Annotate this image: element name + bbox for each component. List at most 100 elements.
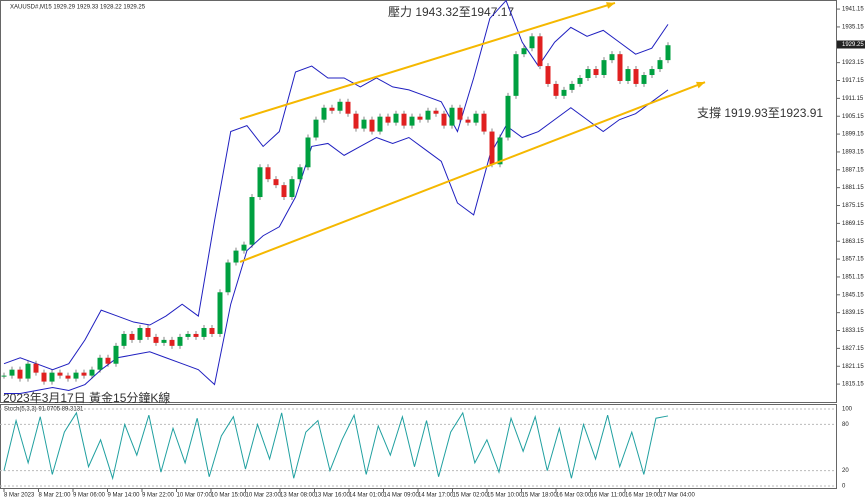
candle [457,107,463,120]
candle [497,137,503,165]
x-tick-label: 9 Mar 14:00 [108,493,141,499]
candle [329,107,335,111]
candle [217,292,223,334]
candle [633,69,639,84]
candle [529,36,535,49]
x-tick-label: 15 Mar 10:00 [487,493,523,499]
candle [489,131,495,165]
x-tick-label: 14 Mar 09:00 [384,493,420,499]
y-tick-label: 1887.15 [842,167,864,173]
candle [361,119,367,129]
y-tick-label: 1833.15 [842,328,864,334]
x-tick-label: 8 Mar 2023 [4,493,35,499]
candle [609,54,615,61]
candle [81,372,87,376]
trend-line [239,2,616,121]
candle [473,113,479,123]
candle [161,339,167,343]
stoch-tick-label: 20 [842,468,849,474]
candle [9,369,15,376]
candle [145,327,151,337]
y-tick-label: 1839.15 [842,310,864,316]
candle [601,60,607,76]
candle [481,113,487,132]
candle [209,327,215,334]
x-tick-label: 16 Mar 11:00 [591,493,627,499]
candle [129,333,135,340]
candle [337,101,343,111]
y-tick-label: 1911.15 [842,96,864,102]
candle [441,113,447,126]
y-tick-label: 1881.15 [842,185,864,191]
candle [273,179,279,186]
candle [569,83,575,90]
candle [649,69,655,76]
candle [593,69,599,76]
candle [297,167,303,180]
candle [113,345,119,364]
date-label: 2023年3月17日 黃金15分鐘K線 [3,390,170,405]
x-tick-label: 16 Mar 19:00 [625,493,661,499]
candle [17,369,23,379]
candle [57,372,63,376]
candle [241,244,247,251]
candle [321,107,327,120]
candle [265,167,271,180]
candle [105,357,111,364]
arrow-head [696,81,705,89]
candle [41,372,47,382]
stoch-tick-label: 80 [842,422,849,428]
candle [201,327,207,337]
candle [449,107,455,126]
x-tick-label: 13 Mar 08:00 [280,493,316,499]
candle [185,333,191,337]
candle [417,116,423,120]
last-price-box [837,40,865,49]
candle [177,336,183,346]
stoch-frame [0,404,837,489]
candle [25,363,31,379]
candle [1,375,7,377]
candle [585,69,591,78]
candle [665,45,671,61]
y-tick-label: 1905.15 [842,114,864,120]
y-tick-label: 1875.15 [842,203,864,209]
trend-line [239,81,706,263]
y-tick-label: 1857.15 [842,257,864,263]
candle [49,372,55,382]
main-frame [0,0,837,403]
y-tick-label: 1941.15 [842,7,864,13]
candle [369,119,375,132]
y-tick-label: 1851.15 [842,275,864,281]
candle [433,110,439,114]
candle [313,119,319,138]
bollinger-band [3,0,669,371]
y-tick-label: 1917.15 [842,78,864,84]
y-tick-label: 1863.15 [842,239,864,245]
candle [641,75,647,84]
candle [513,54,519,96]
candle [137,327,143,340]
x-tick-label: 10 Mar 15:00 [211,493,247,499]
stoch-title: Stoch(5,3,3) 91.0705 89.3131 [4,407,84,413]
candle [89,369,95,376]
candle [409,116,415,126]
x-tick-label: 8 Mar 21:00 [39,493,72,499]
candle [353,113,359,129]
candle [617,54,623,81]
x-tick-label: 9 Mar 06:00 [73,493,106,499]
candle [625,69,631,81]
y-tick-label: 1935.15 [842,25,864,31]
candle [537,36,543,67]
candle [73,372,79,379]
candle [521,48,527,55]
y-tick-label: 1815.15 [842,382,864,388]
candle [97,357,103,370]
y-tick-label: 1893.15 [842,150,864,156]
y-tick-label: 1899.15 [842,132,864,138]
x-tick-label: 9 Mar 22:00 [142,493,175,499]
stoch-tick-label: 0 [842,484,846,490]
candle [305,137,311,168]
y-tick-label: 1869.15 [842,221,864,227]
